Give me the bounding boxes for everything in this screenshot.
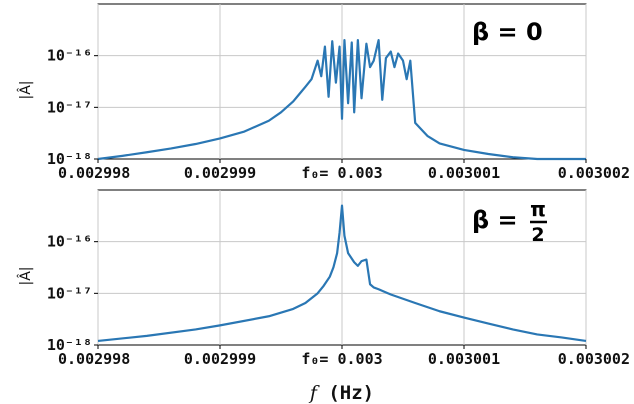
tick-group-beta-0 [94,55,587,163]
x-tick-label: 0.003001 [428,350,500,368]
series-line-group-beta-0 [97,39,586,161]
beta-annotation-pi-2: β = π 2 [472,197,547,246]
x-tick-label: 0.003002 [558,164,630,182]
beta-annotation-numerator: π [530,197,546,221]
y-axis-label-beta-0: |Â| [16,80,34,99]
x-tick-labels-beta-pi-2: 0.002998 0.002999 f₀= 0.003 0.003001 0.00300… [58,350,630,368]
y-tick-label: 10⁻¹⁷ [47,284,92,302]
y-tick-label: 10⁻¹⁸ [47,336,92,354]
x-tick-label: f₀= 0.003 [301,164,382,182]
y-tick-label: 10⁻¹⁷ [47,98,92,116]
y-tick-label: 10⁻¹⁶ [47,233,92,251]
x-tick-label: 0.003002 [558,350,630,368]
y-tick-labels-beta-pi-2: 10⁻¹⁸ 10⁻¹⁷ 10⁻¹⁶ [47,233,92,354]
x-tick-label: 0.003001 [428,164,500,182]
series-line [97,39,586,161]
panel-beta-0: 10⁻¹⁸ 10⁻¹⁷ 10⁻¹⁶ 0.002998 0.002999 f₀= 0.00… [16,3,630,182]
beta-annotation-lhs: β = [472,206,518,234]
y-axis-label-beta-pi-2: |Â| [16,266,34,285]
beta-annotation-denominator: 2 [531,224,544,246]
x-axis-label: f (Hz) [308,382,374,404]
x-tick-label: 0.002998 [58,350,130,368]
series-line [97,204,587,343]
beta-annotation-0: β = 0 [472,18,543,46]
x-tick-label: f₀= 0.003 [301,350,382,368]
x-tick-label: 0.002999 [184,350,256,368]
x-tick-label: 0.002999 [184,164,256,182]
x-tick-label: 0.002998 [58,164,130,182]
x-axis-label-unit: (Hz) [317,382,374,404]
x-tick-labels-beta-0: 0.002998 0.002999 f₀= 0.003 0.003001 0.00300… [58,164,630,182]
x-axis-label-symbol: f [308,382,320,404]
panel-beta-pi-2: 10⁻¹⁸ 10⁻¹⁷ 10⁻¹⁶ 0.002998 0.002999 f₀= 0.00… [16,189,630,404]
tick-group-beta-pi-2 [94,241,587,349]
y-tick-label: 10⁻¹⁶ [47,47,92,65]
y-tick-labels-beta-0: 10⁻¹⁸ 10⁻¹⁷ 10⁻¹⁶ [47,47,92,168]
y-tick-label: 10⁻¹⁸ [47,150,92,168]
grid-beta-pi-2 [97,190,587,345]
series-line-group-beta-pi-2 [97,204,587,343]
